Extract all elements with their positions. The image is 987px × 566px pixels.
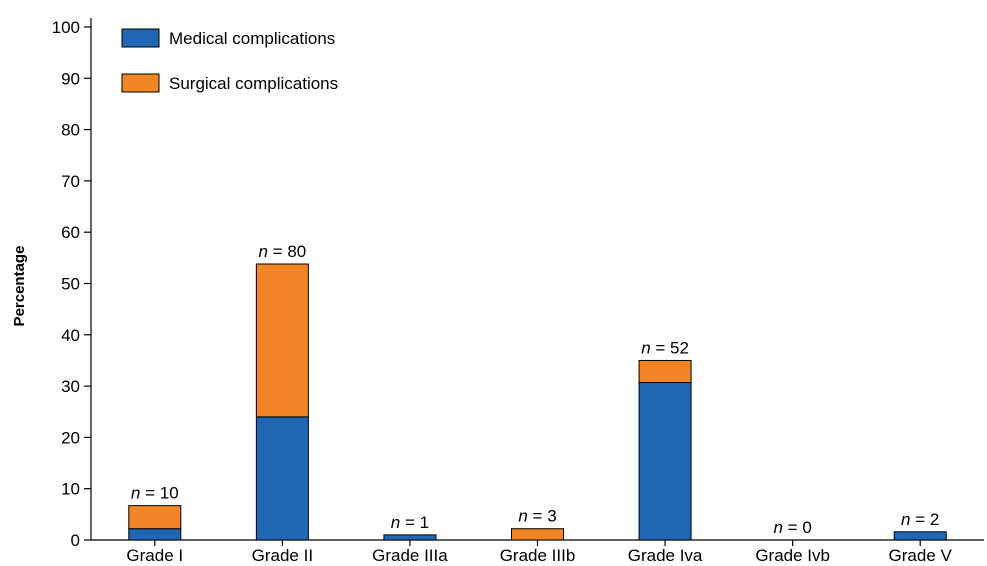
bar-segment-surgical (638, 359, 692, 384)
bar-segment-medical (893, 531, 947, 541)
legend-label: Medical complications (169, 29, 335, 48)
bar-segment-surgical (255, 263, 309, 418)
n-value: 3 (547, 507, 556, 526)
n-value: 52 (670, 338, 689, 357)
n-count-label: n = 2 (901, 510, 939, 529)
n-symbol: n (773, 518, 782, 537)
bar-segment-surgical (511, 528, 564, 541)
n-value: 80 (287, 242, 306, 261)
y-tick-label: 60 (61, 223, 80, 242)
n-equals: = (783, 518, 802, 537)
n-value: 10 (160, 484, 179, 503)
category-label: Grade I (126, 546, 183, 565)
legend-swatch-medical (121, 28, 160, 48)
y-tick-label: 10 (61, 480, 80, 499)
n-count-label: n = 1 (391, 513, 429, 532)
category-label: Grade V (889, 546, 953, 565)
n-count-label: n = 80 (258, 242, 306, 261)
n-equals: = (911, 510, 930, 529)
y-tick-label: 0 (71, 531, 80, 550)
n-equals: = (651, 338, 670, 357)
n-equals: = (400, 513, 419, 532)
y-ticks: 0 10 20 30 40 50 60 70 80 90 100 (52, 18, 91, 550)
y-tick-label: 20 (61, 428, 80, 447)
n-equals: = (268, 242, 287, 261)
bar-segment-medical (383, 534, 437, 541)
n-value: 1 (420, 513, 429, 532)
bar-segment-medical (128, 528, 182, 541)
category-label: Grade IIIb (500, 546, 576, 565)
n-symbol: n (901, 510, 910, 529)
n-symbol: n (258, 242, 267, 261)
legend-swatch-surgical (121, 73, 160, 93)
n-count-label: n = 52 (641, 338, 689, 357)
n-value: 0 (802, 518, 811, 537)
category-label: Grade II (252, 546, 313, 565)
n-count-label: n = 10 (131, 484, 179, 503)
n-symbol: n (131, 484, 140, 503)
category-label: Grade IIIa (372, 546, 448, 565)
category-label: Grade Iva (628, 546, 703, 565)
n-count-label: n = 3 (518, 507, 556, 526)
bar-segment-medical (638, 382, 692, 541)
n-symbol: n (641, 338, 650, 357)
y-tick-label: 100 (52, 18, 80, 37)
y-tick-label: 80 (61, 121, 80, 140)
n-value: 2 (930, 510, 939, 529)
category-labels: Grade I Grade II Grade IIIa Grade IIIb Grade… (126, 540, 953, 565)
y-axis-label: Percentage (11, 246, 28, 327)
n-equals: = (528, 507, 547, 526)
y-tick-label: 90 (61, 69, 80, 88)
n-symbol: n (518, 507, 527, 526)
y-tick-label: 70 (61, 172, 80, 191)
legend: Medical complications Surgical complicati… (121, 28, 338, 93)
bars (128, 263, 947, 541)
n-symbol: n (391, 513, 400, 532)
bar-segment-medical (255, 416, 309, 541)
category-label: Grade Ivb (755, 546, 830, 565)
n-count-label: n = 0 (773, 518, 811, 537)
n-equals: = (140, 484, 159, 503)
y-tick-label: 50 (61, 275, 80, 294)
y-tick-label: 30 (61, 377, 80, 396)
bar-segment-surgical (128, 505, 182, 530)
y-tick-label: 40 (61, 326, 80, 345)
legend-label: Surgical complications (169, 74, 338, 93)
